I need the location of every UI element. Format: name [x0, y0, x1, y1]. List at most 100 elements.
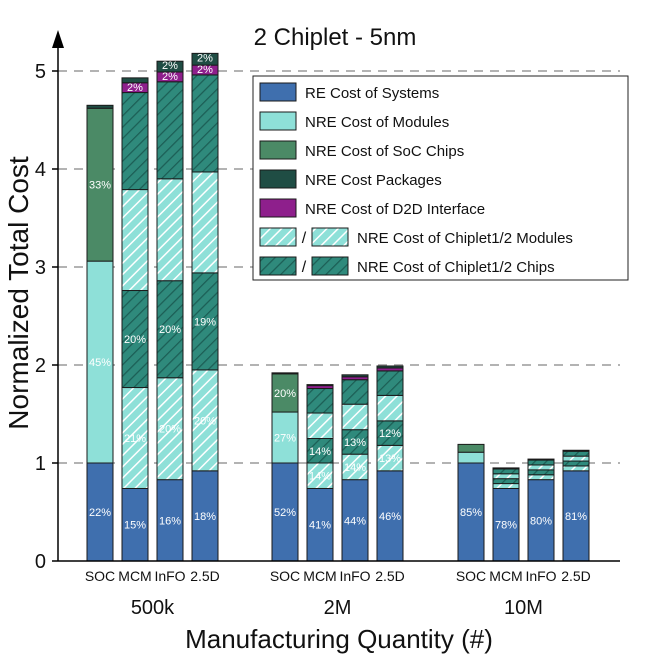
bar-segment-chiplet_mod	[156, 178, 184, 282]
legend-item-chiplet_mod: / NRE Cost of Chiplet1/2 Modules	[259, 227, 573, 247]
legend-label: NRE Cost of D2D Interface	[305, 201, 485, 218]
bar-2M-InFO: 44% 14% 13%	[341, 374, 369, 562]
bar-segment-re	[376, 470, 404, 562]
legend-item-nre_modules: NRE Cost of Modules	[259, 111, 449, 131]
y-tick-labels: 0 1 2 3 4 5	[35, 61, 58, 573]
group-label: 10M	[504, 597, 543, 619]
bar-2M-MCM: 41% 14% 14%	[306, 384, 334, 562]
axes	[52, 30, 620, 562]
bar-segment-chiplet_chip	[341, 429, 369, 455]
chart-title: 2 Chiplet - 5nm	[254, 24, 417, 51]
bar-10M-InFO: 80%	[527, 458, 555, 562]
bar-segment-chiplet_chip	[492, 468, 520, 475]
bar-segment-nre_pkg	[86, 104, 114, 109]
bar-segment-nre_d2d	[527, 458, 555, 461]
y-tick-label: 1	[35, 453, 46, 475]
bar-segment-nre_modules	[457, 451, 485, 464]
bar-label: MCM	[489, 568, 522, 584]
bar-segment-chiplet_chip	[121, 92, 149, 191]
bar-segment-nre_pkg	[341, 374, 369, 378]
legend-swatch	[259, 82, 297, 102]
data-label: 14%	[309, 446, 331, 458]
bar-segment-chiplet_chip	[191, 74, 219, 173]
bar-segment-nre_soc	[86, 107, 114, 262]
bar-label: InFO	[525, 568, 556, 584]
legend-swatch	[259, 140, 297, 160]
data-label: 15%	[124, 520, 146, 532]
bar-segment-nre_pkg	[271, 372, 299, 375]
bar-segment-chiplet_chip	[527, 459, 555, 466]
data-label: 19%	[194, 316, 216, 328]
legend-swatch	[259, 198, 297, 218]
legend-swatch	[259, 169, 297, 189]
bar-segment-chiplet_chip	[562, 460, 590, 467]
y-tick-label: 0	[35, 551, 46, 573]
bar-segment-chiplet_mod	[191, 171, 219, 274]
data-label: 14%	[344, 462, 366, 474]
bar-segment-chiplet_chip	[562, 450, 590, 457]
data-label: 2%	[162, 60, 178, 72]
bar-segment-chiplet_mod	[341, 453, 369, 481]
data-label: 2%	[197, 64, 213, 76]
bar-segment-chiplet_chip	[376, 420, 404, 446]
legend-label: NRE Cost of Chiplet1/2 Chips	[357, 259, 555, 276]
legend-label: NRE Cost of Modules	[305, 114, 449, 131]
bar-label: InFO	[154, 568, 185, 584]
bar-10M-SOC: 85%	[457, 443, 485, 562]
bar-segment-chiplet_chip	[306, 438, 334, 464]
data-label: 27%	[274, 433, 296, 445]
bar-label: SOC	[456, 568, 486, 584]
bar-segment-re	[562, 470, 590, 562]
y-axis-arrow-icon	[52, 30, 64, 48]
bar-segment-nre_soc	[457, 443, 485, 453]
bar-label: SOC	[270, 568, 300, 584]
bar-500k-SOC: 22% 45% 33%	[86, 104, 114, 562]
bar-10M-2.5D: 81%	[562, 449, 590, 562]
bar-label: SOC	[85, 568, 115, 584]
legend-swatch	[259, 227, 297, 247]
legend-swatch	[259, 256, 297, 276]
data-label: 13%	[379, 453, 401, 465]
data-label: 80%	[530, 515, 552, 527]
bar-segment-nre_d2d	[492, 467, 520, 470]
data-label: 81%	[565, 511, 587, 523]
bar-segment-re	[341, 479, 369, 562]
bar-segment-nre_pkg	[306, 384, 334, 387]
legend-label: RE Cost of Systems	[305, 85, 439, 102]
bar-500k-InFO: 16% 20% 20% 2%2%	[156, 60, 184, 562]
bar-segment-chiplet_mod	[562, 465, 590, 472]
data-label: 41%	[309, 520, 331, 532]
bar-segment-chiplet_mod	[121, 189, 149, 292]
data-label: 12%	[379, 428, 401, 440]
data-label: 85%	[460, 507, 482, 519]
legend: RE Cost of Systems NRE Cost of Modules NRE…	[252, 75, 629, 281]
bar-segment-re	[191, 470, 219, 562]
y-tick-label: 3	[35, 257, 46, 279]
bar-label: InFO	[339, 568, 370, 584]
y-tick-label: 2	[35, 355, 46, 377]
bar-segment-chiplet_mod	[306, 462, 334, 489]
data-label: 20%	[124, 334, 146, 346]
legend-swatch	[311, 256, 349, 276]
x-axis-label: Manufacturing Quantity (#)	[185, 624, 493, 654]
bar-segment-chiplet_mod	[306, 412, 334, 439]
bar-label: 2.5D	[190, 568, 220, 584]
legend-swatch	[259, 111, 297, 131]
bar-segment-chiplet_mod	[492, 483, 520, 489]
bar-segment-re	[121, 487, 149, 562]
group-label: 500k	[131, 597, 175, 619]
bar-segment-nre_d2d	[562, 449, 590, 452]
bar-label: 2.5D	[561, 568, 591, 584]
legend-separator: /	[302, 259, 307, 276]
data-label: 2%	[197, 52, 213, 64]
data-label: 33%	[89, 180, 111, 192]
bar-10M-MCM: 78%	[492, 467, 520, 562]
bar-label: MCM	[118, 568, 151, 584]
data-label: 52%	[274, 507, 296, 519]
data-label: 20%	[194, 415, 216, 427]
bar-segment-chiplet_chip	[156, 280, 184, 379]
bar-segment-chiplet_mod	[527, 464, 555, 471]
bar-segment-chiplet_chip	[156, 81, 184, 180]
y-tick-label: 5	[35, 61, 46, 83]
